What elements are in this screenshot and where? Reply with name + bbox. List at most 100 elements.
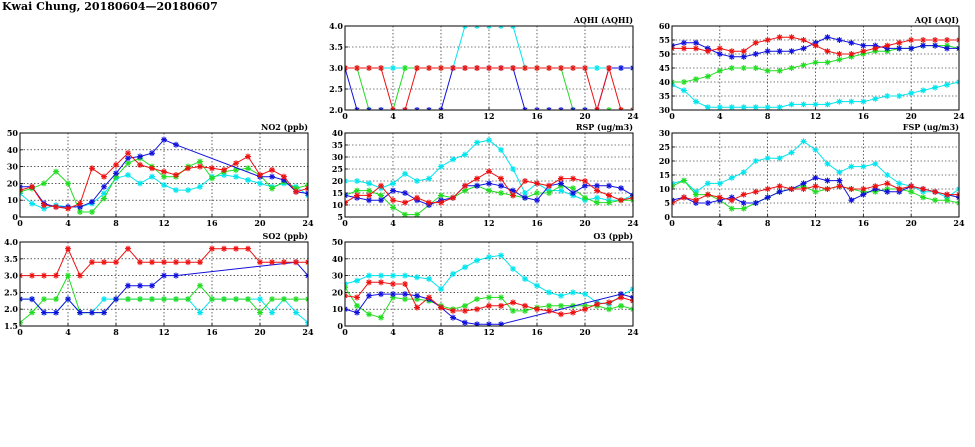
x-tick-label: 20 xyxy=(254,218,266,228)
data-point-blue xyxy=(53,309,59,316)
data-point-green xyxy=(402,296,408,303)
data-point-red xyxy=(197,163,203,170)
data-point-cyan xyxy=(704,180,711,187)
data-point-red xyxy=(558,311,564,318)
data-point-red xyxy=(872,183,879,190)
data-point-red xyxy=(245,245,251,252)
data-point-blue xyxy=(474,321,480,326)
data-point-blue xyxy=(366,197,372,204)
data-point-red xyxy=(233,245,239,252)
data-point-blue xyxy=(848,39,855,46)
series-group xyxy=(672,138,959,212)
data-point-red xyxy=(269,259,275,266)
data-point-blue xyxy=(77,309,83,316)
y-tick-label: 50 xyxy=(7,128,19,138)
chart-aqi: AQI (AQI) 30 35 40 45 50 55 60 0 4 8 12 16 20 24 xyxy=(659,15,965,121)
data-point-green xyxy=(233,296,239,303)
data-point-cyan xyxy=(812,101,819,108)
x-tick-label: 24 xyxy=(302,218,314,228)
data-point-red xyxy=(594,187,600,194)
data-point-blue xyxy=(402,190,408,196)
data-point-cyan xyxy=(257,180,263,187)
data-point-blue xyxy=(173,141,179,148)
y-tick-label: 35 xyxy=(332,140,343,150)
data-point-red xyxy=(41,272,47,279)
y-tick-label: 30 xyxy=(7,162,19,172)
data-point-red xyxy=(378,182,384,189)
data-point-red xyxy=(414,194,420,201)
data-point-red xyxy=(692,45,699,52)
data-point-red xyxy=(692,197,699,204)
data-point-red xyxy=(800,186,807,192)
y-tick-label: 2.0 xyxy=(4,304,18,314)
data-point-red xyxy=(173,172,179,178)
x-tick-label: 16 xyxy=(858,218,870,228)
data-point-cyan xyxy=(101,296,107,303)
data-point-green xyxy=(161,173,167,180)
x-tick-label: 12 xyxy=(810,218,821,228)
data-point-blue xyxy=(932,42,939,49)
data-point-blue xyxy=(836,177,843,184)
data-point-cyan xyxy=(716,180,723,187)
data-point-red xyxy=(450,194,456,201)
data-point-red xyxy=(414,304,420,311)
data-point-blue xyxy=(125,155,131,162)
x-tick-label: 0 xyxy=(17,327,23,337)
data-point-cyan xyxy=(836,98,843,105)
data-point-cyan xyxy=(522,275,528,282)
data-point-red xyxy=(606,299,612,306)
data-point-red xyxy=(764,37,771,43)
data-point-red xyxy=(860,48,867,55)
data-point-red xyxy=(836,51,843,57)
data-point-cyan xyxy=(692,98,699,105)
series-group xyxy=(345,26,633,110)
data-point-red xyxy=(269,166,275,173)
data-point-green xyxy=(582,302,588,309)
x-tick-label: 20 xyxy=(254,327,266,337)
data-point-cyan xyxy=(716,104,723,110)
data-point-red xyxy=(558,175,564,182)
chart-title: NO2 (ppb) xyxy=(261,122,308,132)
data-point-green xyxy=(221,296,227,303)
data-point-red xyxy=(570,175,576,182)
data-point-green xyxy=(606,306,612,313)
data-point-green xyxy=(113,173,119,180)
chart-o3: O3 (ppb) 0 10 20 30 40 50 0 4 8 12 16 20 24 xyxy=(332,231,639,337)
data-point-blue xyxy=(101,183,107,190)
data-point-red xyxy=(366,279,372,286)
data-point-red xyxy=(438,65,444,71)
x-tick-label: 8 xyxy=(765,111,771,121)
data-point-cyan xyxy=(776,155,783,162)
data-point-red xyxy=(908,183,915,190)
chart-no2: NO2 (ppb) 0 10 20 30 40 50 0 4 8 12 16 20 24 xyxy=(7,122,314,228)
y-tick-label: 30 xyxy=(332,152,344,162)
chart-title: AQI (AQI) xyxy=(914,15,959,25)
data-point-red xyxy=(848,186,855,192)
data-point-cyan xyxy=(824,101,831,108)
data-point-blue xyxy=(692,39,699,46)
x-tick-label: 8 xyxy=(113,218,119,228)
data-point-red xyxy=(426,65,432,71)
data-point-cyan xyxy=(414,178,420,184)
data-point-red xyxy=(390,197,396,204)
data-point-cyan xyxy=(872,160,879,167)
data-point-cyan xyxy=(245,177,251,184)
data-point-blue xyxy=(582,182,588,189)
data-point-red xyxy=(474,175,480,182)
data-point-blue xyxy=(173,272,179,279)
data-point-red xyxy=(932,188,939,195)
data-point-green xyxy=(788,65,795,71)
data-point-green xyxy=(594,199,600,206)
data-point-green xyxy=(812,188,819,195)
y-tick-label: 5 xyxy=(337,212,343,222)
data-point-cyan xyxy=(41,205,47,212)
data-point-red xyxy=(836,183,843,190)
data-point-red xyxy=(53,203,59,210)
data-point-red xyxy=(426,294,432,301)
data-point-red xyxy=(414,65,420,71)
data-point-red xyxy=(209,165,215,172)
y-tick-label: 10 xyxy=(332,304,344,314)
data-point-green xyxy=(920,194,927,201)
data-point-blue xyxy=(498,182,504,189)
data-point-red xyxy=(354,294,360,301)
